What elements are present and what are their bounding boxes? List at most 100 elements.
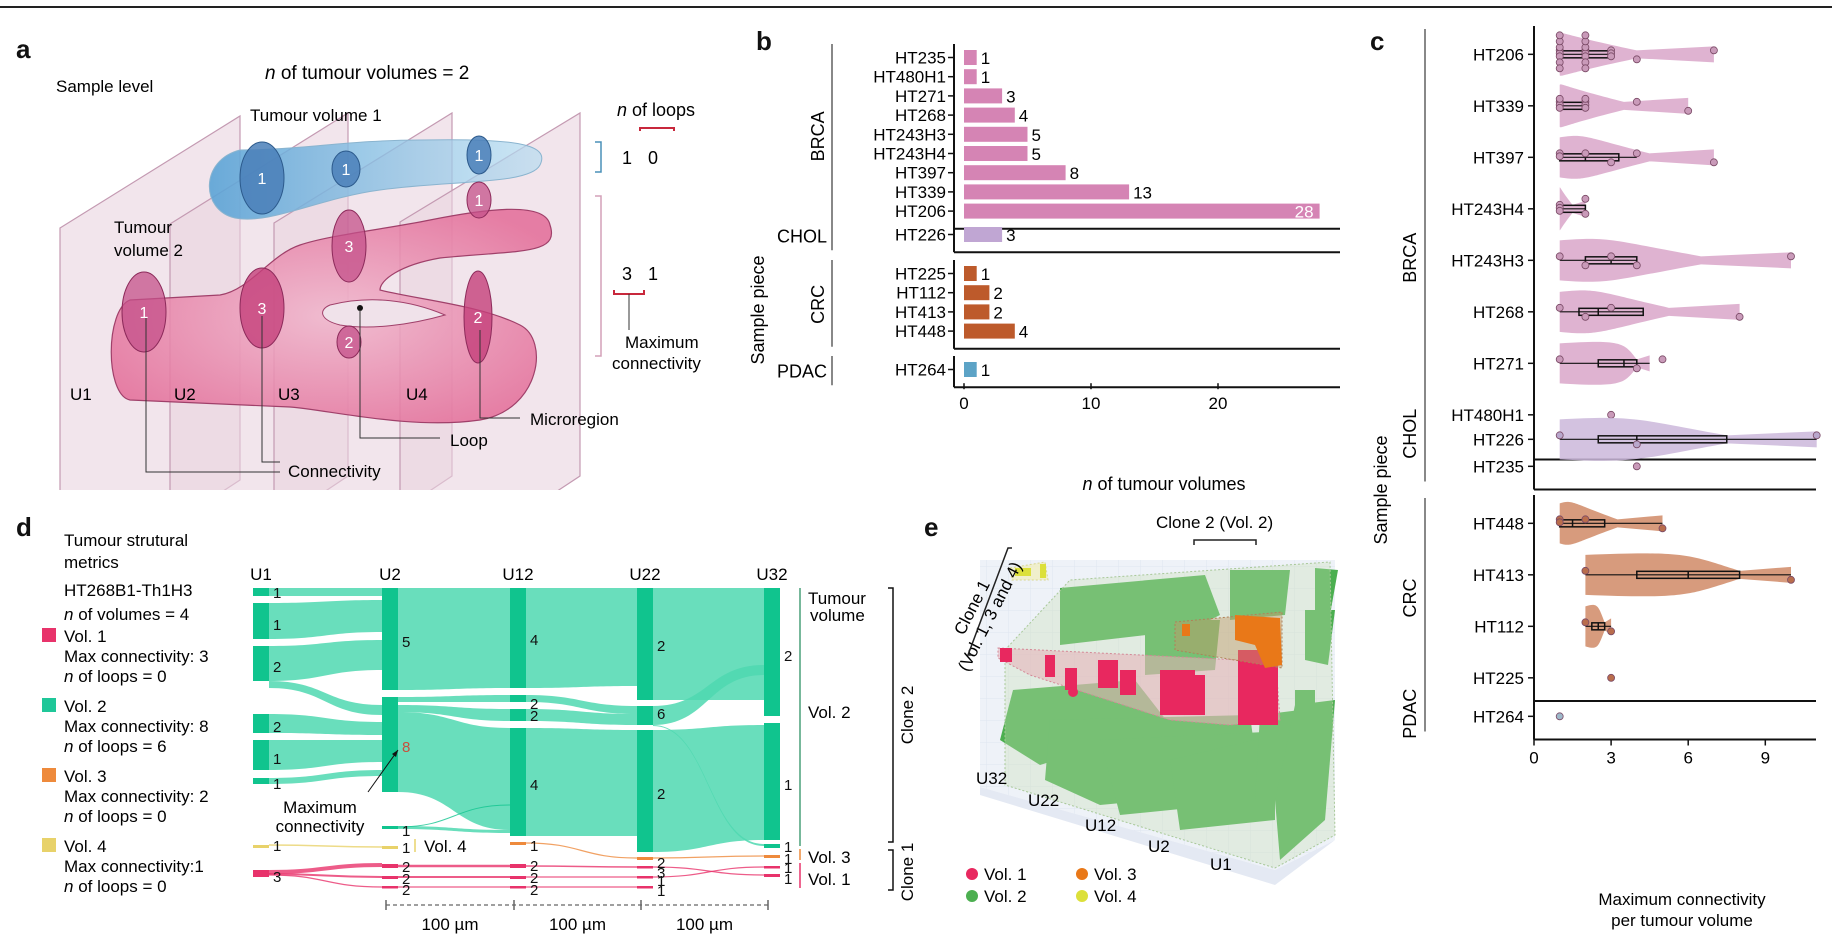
- d-node: [253, 588, 269, 596]
- slice-label-u2: U2: [174, 385, 196, 404]
- c-point: [1555, 252, 1564, 261]
- d-legend-maxconn: Max connectivity: 3: [64, 647, 209, 666]
- c-point: [1555, 355, 1564, 364]
- b-value-label: 2: [993, 284, 1002, 303]
- b-value-label: 1: [981, 68, 990, 87]
- d-node: [510, 728, 526, 836]
- sample-level-label: Sample level: [56, 77, 153, 96]
- d-legend-name: Vol. 3: [64, 767, 107, 786]
- vol2-loops: 1: [648, 264, 658, 284]
- d-node-label: 1: [784, 839, 792, 856]
- c-point: [1581, 209, 1590, 218]
- panel-c-violin-chart: Sample piece Maximum connectivity per tu…: [1371, 26, 1821, 930]
- d-node: [764, 588, 780, 716]
- c-point: [1632, 149, 1641, 158]
- d-node: [764, 855, 780, 858]
- c-category-label: HT243H4: [1451, 200, 1524, 219]
- svg-text:1: 1: [258, 171, 267, 188]
- c-point: [1581, 94, 1590, 103]
- b-category-label: HT480H1: [873, 68, 946, 87]
- b-group-label-crc: CRC: [808, 285, 828, 324]
- c-point: [1581, 31, 1590, 40]
- vol2-bracket: [595, 195, 602, 357]
- b-bar-ht206: [964, 203, 1320, 219]
- vol1-bracket: [595, 141, 602, 173]
- d-node-label: 1: [784, 777, 792, 794]
- b-value-label: 5: [1032, 126, 1041, 145]
- svg-text:1: 1: [140, 305, 149, 322]
- microregion-v2-u4: [463, 270, 493, 364]
- c-point: [1787, 252, 1795, 261]
- tumour-volume-2-label-1: Tumour: [114, 218, 172, 237]
- d-flow: [269, 770, 382, 784]
- microregions: 1 1 1 1 3 3 2 1 2: [121, 135, 493, 364]
- d-flow: [398, 826, 510, 833]
- c-point: [1555, 303, 1564, 312]
- b-bar-ht243h3: [964, 126, 1028, 142]
- panel-c-xlabel-2: per tumour volume: [1611, 911, 1753, 930]
- d-node-label: 2: [657, 855, 665, 872]
- d-node-label: 1: [784, 860, 792, 877]
- b-bar-ht235: [964, 50, 977, 65]
- svg-text:1: 1: [475, 148, 484, 165]
- e-slice-u12: U12: [1085, 816, 1116, 835]
- d-flow: [653, 588, 764, 700]
- b-xtick-label: 20: [1209, 394, 1228, 413]
- d-legend-swatch-1: [42, 628, 56, 642]
- c-violin-ht206: [1559, 32, 1714, 76]
- e-slice-labels: U32 U22 U12 U2 U1: [976, 769, 1232, 874]
- d-node: [510, 842, 526, 845]
- c-point: [1607, 627, 1616, 636]
- callout-loop: Loop: [450, 431, 488, 450]
- c-group-label-pdac: PDAC: [1400, 689, 1420, 739]
- d-node: [637, 588, 653, 700]
- d-node: [764, 723, 780, 840]
- c-point: [1607, 303, 1616, 312]
- c-point: [1607, 52, 1616, 61]
- d-scale-label: 100 µm: [549, 915, 606, 934]
- b-category-label: HT448: [895, 322, 946, 341]
- b-value-label: 4: [1019, 107, 1028, 126]
- d-node: [382, 588, 398, 690]
- d-legend-swatch-4: [42, 838, 56, 852]
- e-legend-dot-4: [1076, 890, 1088, 902]
- d-thin-flow: [268, 873, 383, 878]
- d-node-label: 1: [273, 585, 281, 602]
- c-point: [1632, 462, 1641, 471]
- d-node-label: 4: [530, 777, 538, 794]
- d-clone1-label: Clone 1: [898, 843, 917, 902]
- b-bar-ht225: [964, 266, 977, 281]
- loops-header: n of loops: [617, 100, 695, 120]
- b-value-label: 28: [1295, 203, 1314, 222]
- d-flow: [526, 695, 637, 714]
- d-clone2-label: Clone 2: [898, 686, 917, 745]
- d-node: [382, 886, 398, 889]
- d-node: [637, 730, 653, 852]
- b-bar-ht480h1: [964, 69, 977, 85]
- c-group-label-brca: BRCA: [1400, 233, 1420, 283]
- c-point: [1658, 524, 1667, 533]
- d-node: [764, 866, 780, 869]
- c-violin-ht339: [1559, 84, 1689, 128]
- d-node-label: 1: [273, 776, 281, 793]
- c-point: [1709, 158, 1718, 167]
- d-title-2: metrics: [64, 553, 119, 572]
- e-legend-dot-3: [966, 890, 978, 902]
- max-conn-bracket: [613, 290, 645, 295]
- e-legend-dot-1: [966, 868, 978, 880]
- d-node-label: 2: [530, 708, 538, 725]
- e-legend-label: Vol. 3: [1094, 865, 1137, 884]
- c-point: [1607, 158, 1616, 167]
- d-clone2-bracket: [888, 587, 894, 843]
- d-node: [382, 864, 398, 868]
- d-column-label-u32: U32: [756, 565, 787, 584]
- d-node: [764, 844, 780, 848]
- d-legend-name: Vol. 1: [64, 627, 107, 646]
- d-node-label: 1: [657, 883, 665, 900]
- e-vol3-shape: [1182, 615, 1282, 668]
- d-legend-loops: n of loops = 0: [64, 877, 167, 896]
- d-max-conn-label-1: Maximum: [283, 798, 357, 817]
- c-xtick-label: 9: [1761, 749, 1770, 768]
- callout-lines: [145, 310, 520, 473]
- b-category-label: HT271: [895, 87, 946, 106]
